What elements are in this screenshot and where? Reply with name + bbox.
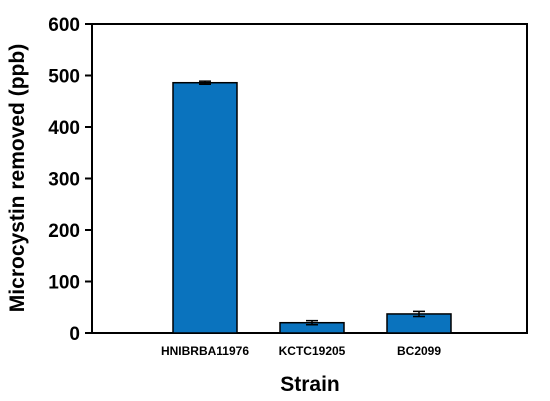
x-tick-label: KCTC19205 — [279, 344, 346, 358]
y-tick-label: 300 — [48, 170, 80, 191]
x-axis: HNIBRBA11976 KCTC19205 BC2099 — [161, 344, 441, 358]
error-bars — [199, 80, 425, 326]
bars — [172, 81, 452, 334]
x-tick-label: HNIBRBA11976 — [161, 344, 249, 358]
x-tick-label: BC2099 — [397, 344, 441, 358]
plot-frame — [91, 23, 528, 334]
y-axis-title: Microcystin removed (ppb) — [6, 44, 29, 312]
y-tick-label: 100 — [48, 273, 80, 294]
y-axis: 0 100 200 300 400 500 600 — [48, 15, 92, 345]
x-axis-title: Strain — [280, 373, 340, 396]
y-tick-label: 500 — [48, 67, 80, 88]
y-tick-label: 600 — [48, 15, 80, 36]
y-tick-label: 200 — [48, 221, 80, 242]
y-tick-label: 400 — [48, 118, 80, 139]
bar-HNIBRBA11976 — [172, 81, 238, 334]
y-tick-label: 0 — [69, 324, 80, 345]
